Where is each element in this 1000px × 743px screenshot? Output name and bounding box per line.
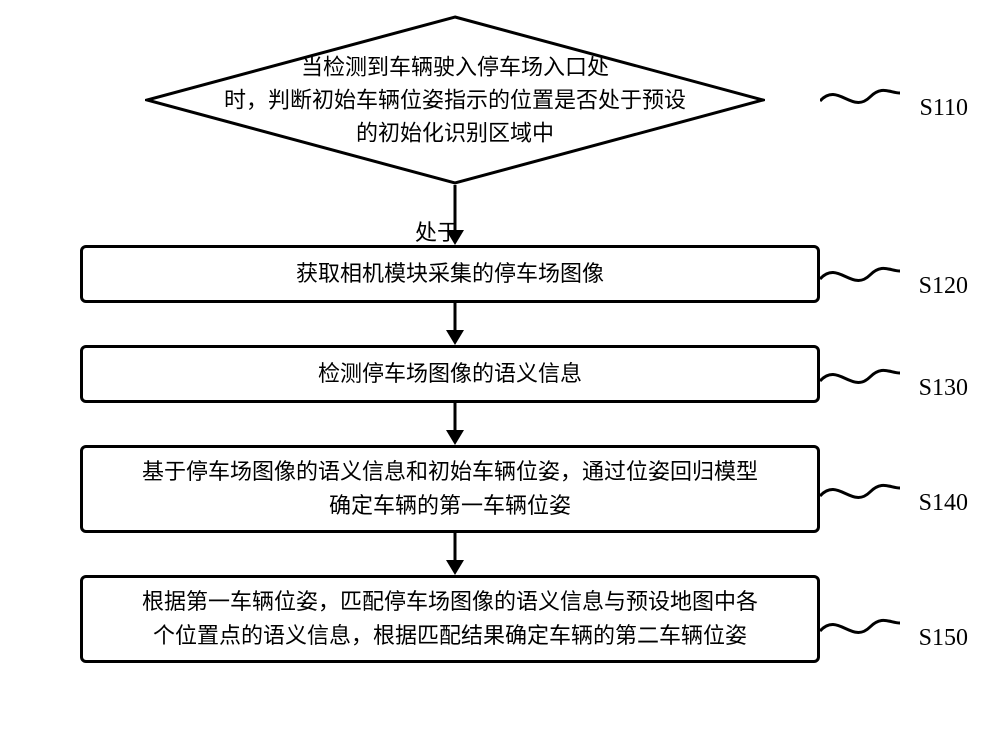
tilde-s140 (820, 478, 900, 506)
step-s150-line-1: 根据第一车辆位姿，匹配停车场图像的语义信息与预设地图中各 (142, 585, 758, 619)
decision-text: 当检测到车辆驶入停车场入口处 时，判断初始车辆位姿指示的位置是否处于预设 的初始… (192, 51, 719, 150)
label-s150: S150 (919, 625, 968, 652)
flowchart-container: 当检测到车辆驶入停车场入口处 时，判断初始车辆位姿指示的位置是否处于预设 的初始… (80, 15, 830, 663)
label-s110: S110 (920, 95, 968, 122)
arrow-1: 处于 (80, 185, 830, 245)
arrow-4 (80, 533, 830, 575)
step-s120-line-1: 获取相机模块采集的停车场图像 (296, 257, 604, 291)
tilde-s150 (820, 613, 900, 641)
arrow-1-label: 处于 (415, 215, 459, 247)
label-s130: S130 (919, 375, 968, 402)
tilde-s130 (820, 363, 900, 391)
label-s120: S120 (919, 273, 968, 300)
step-s140-line-1: 基于停车场图像的语义信息和初始车辆位姿，通过位姿回归模型 (142, 455, 758, 489)
arrow-2 (80, 303, 830, 345)
step-s140-line-2: 确定车辆的第一车辆位姿 (329, 489, 571, 523)
step-s120: 获取相机模块采集的停车场图像 (80, 245, 820, 303)
decision-line-3: 的初始化识别区域中 (192, 117, 719, 150)
step-s130-line-1: 检测停车场图像的语义信息 (318, 357, 582, 391)
step-s130: 检测停车场图像的语义信息 (80, 345, 820, 403)
step-s140: 基于停车场图像的语义信息和初始车辆位姿，通过位姿回归模型 确定车辆的第一车辆位姿 (80, 445, 820, 533)
tilde-s120 (820, 261, 900, 289)
step-s150-line-2: 个位置点的语义信息，根据匹配结果确定车辆的第二车辆位姿 (153, 619, 747, 653)
decision-line-2: 时，判断初始车辆位姿指示的位置是否处于预设 (192, 84, 719, 117)
decision-diamond: 当检测到车辆驶入停车场入口处 时，判断初始车辆位姿指示的位置是否处于预设 的初始… (145, 15, 765, 185)
label-s140: S140 (919, 490, 968, 517)
tilde-s110 (820, 83, 900, 111)
decision-line-1: 当检测到车辆驶入停车场入口处 (192, 51, 719, 84)
step-s150: 根据第一车辆位姿，匹配停车场图像的语义信息与预设地图中各 个位置点的语义信息，根… (80, 575, 820, 663)
arrow-3 (80, 403, 830, 445)
